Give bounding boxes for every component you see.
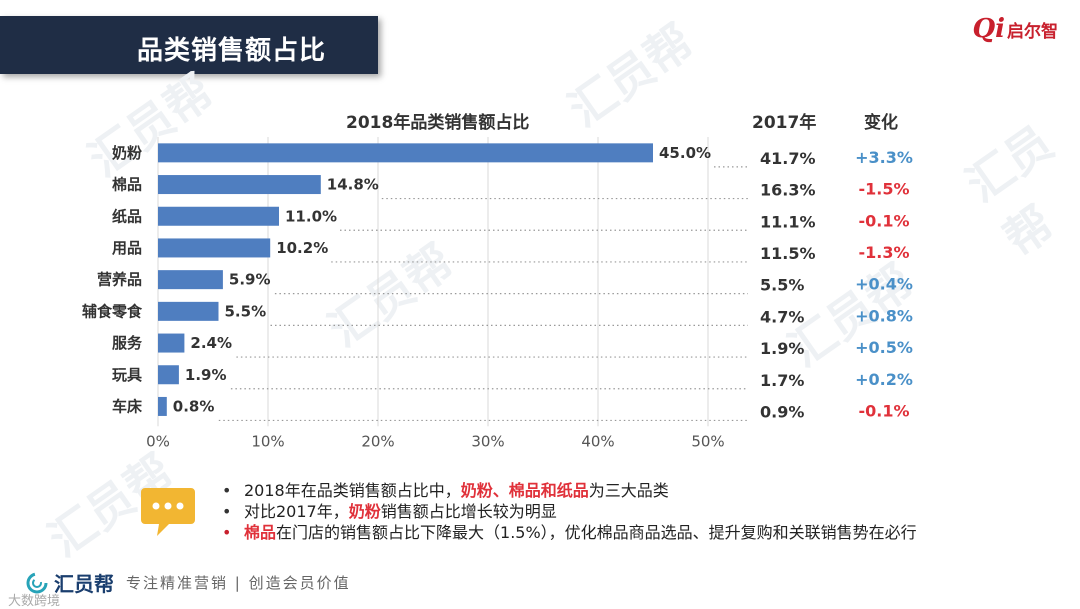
chat-bubble-icon bbox=[141, 488, 195, 536]
logo-mark: Qi bbox=[972, 14, 1005, 44]
change-value: -1.3% bbox=[858, 243, 909, 262]
value-2017: 1.7% bbox=[760, 371, 804, 390]
bullet-item: 棉品在门店的销售额占比下降最大（1.5%），优化棉品商品选品、提升复购和关联销售… bbox=[222, 522, 917, 543]
data-label: 11.0% bbox=[285, 207, 337, 225]
bar bbox=[158, 396, 167, 416]
bar bbox=[158, 333, 185, 353]
value-2017: 11.1% bbox=[760, 212, 816, 231]
bar bbox=[158, 365, 179, 385]
category-label: 玩具 bbox=[112, 366, 142, 384]
bullet-item: 对比2017年，奶粉销售额占比增长较为明显 bbox=[222, 501, 917, 522]
category-label: 纸品 bbox=[112, 207, 142, 225]
bar bbox=[158, 238, 271, 258]
category-label: 车床 bbox=[112, 397, 143, 415]
value-2017: 41.7% bbox=[760, 149, 816, 168]
value-2017: 4.7% bbox=[760, 307, 804, 326]
change-value: -0.1% bbox=[858, 401, 909, 420]
logo-text: 启尔智 bbox=[1007, 21, 1058, 42]
x-tick-label: 0% bbox=[146, 432, 170, 450]
category-label: 棉品 bbox=[112, 176, 142, 194]
change-value: -0.1% bbox=[858, 211, 909, 230]
bullet-text: 在门店的销售额占比下降最大（1.5%），优化棉品商品选品、提升复购和关联销售势在… bbox=[276, 523, 917, 542]
footer-slogan: 专注精准营销 | 创造会员价值 bbox=[126, 574, 351, 592]
chart-title: 2018年品类销售额占比 bbox=[346, 113, 530, 133]
change-value: +0.8% bbox=[855, 306, 913, 325]
x-tick-label: 40% bbox=[581, 432, 614, 450]
bar bbox=[158, 175, 321, 195]
x-tick-label: 20% bbox=[361, 432, 394, 450]
footer-brand: 汇员帮 专注精准营销 | 创造会员价值 bbox=[26, 568, 351, 597]
summary-bullets: 2018年在品类销售额占比中，奶粉、棉品和纸品为三大品类对比2017年，奶粉销售… bbox=[222, 480, 917, 543]
data-label: 10.2% bbox=[276, 239, 328, 257]
highlight-text: 奶粉 bbox=[348, 502, 381, 521]
data-label: 2.4% bbox=[190, 334, 232, 352]
category-label: 用品 bbox=[112, 239, 142, 257]
data-label: 5.9% bbox=[229, 271, 271, 289]
bar bbox=[158, 143, 653, 163]
change-value: +3.3% bbox=[855, 148, 913, 167]
brand-logo: Qi 启尔智 bbox=[972, 14, 1058, 44]
bullet-text: 对比2017年， bbox=[244, 502, 349, 521]
value-2017: 16.3% bbox=[760, 181, 816, 200]
bullet-item: 2018年在品类销售额占比中，奶粉、棉品和纸品为三大品类 bbox=[222, 480, 917, 501]
value-2017: 0.9% bbox=[760, 402, 804, 421]
bar bbox=[158, 206, 279, 226]
change-value: +0.4% bbox=[855, 275, 913, 294]
value-2017: 11.5% bbox=[760, 244, 816, 263]
bullet-text: 为三大品类 bbox=[588, 481, 669, 500]
bar bbox=[158, 270, 223, 290]
category-label: 奶粉 bbox=[112, 144, 142, 162]
x-tick-label: 30% bbox=[471, 432, 504, 450]
x-tick-label: 50% bbox=[691, 432, 724, 450]
highlight-text: 棉品 bbox=[244, 523, 277, 542]
category-label: 营养品 bbox=[97, 271, 142, 289]
category-label: 服务 bbox=[112, 334, 143, 352]
bar bbox=[158, 301, 219, 321]
change-value: -1.5% bbox=[858, 180, 909, 199]
data-label: 14.8% bbox=[327, 176, 379, 194]
data-label: 5.5% bbox=[225, 302, 267, 320]
data-label: 0.8% bbox=[173, 397, 215, 415]
value-2017: 5.5% bbox=[760, 276, 804, 295]
footer-brand-name: 汇员帮 bbox=[54, 572, 114, 596]
data-label: 45.0% bbox=[659, 144, 711, 162]
bullet-text: 销售额占比增长较为明显 bbox=[380, 502, 557, 521]
data-label: 1.9% bbox=[185, 366, 227, 384]
column-header-2017: 2017年 bbox=[752, 113, 817, 133]
change-value: +0.2% bbox=[855, 370, 913, 389]
column-header-change: 变化 bbox=[864, 113, 898, 133]
change-value: +0.5% bbox=[855, 338, 913, 357]
category-label: 辅食零食 bbox=[82, 302, 143, 320]
title-bar: 品类销售额占比 bbox=[0, 16, 378, 74]
page-title: 品类销售额占比 bbox=[137, 36, 327, 66]
value-2017: 1.9% bbox=[760, 339, 804, 358]
brand-swirl-icon bbox=[26, 572, 48, 593]
footer-credit: 大数跨境 bbox=[8, 594, 61, 609]
highlight-text: 奶粉、棉品和纸品 bbox=[460, 481, 589, 500]
x-tick-label: 10% bbox=[251, 432, 284, 450]
bullet-text: 2018年在品类销售额占比中， bbox=[244, 481, 461, 500]
